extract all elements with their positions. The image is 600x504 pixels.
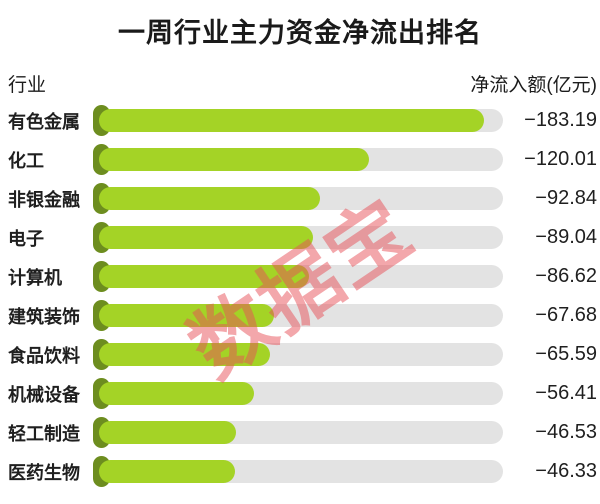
row-category-label: 轻工制造 [8, 423, 80, 444]
bar-track [93, 339, 503, 370]
row-category-label: 医药生物 [8, 462, 80, 483]
bar [99, 304, 274, 327]
bar [99, 460, 235, 483]
row-value: −120.01 [524, 148, 597, 170]
bar [99, 148, 369, 171]
bar-track [93, 261, 503, 292]
row-category-label: 有色金属 [8, 111, 80, 132]
row-value: −86.62 [535, 265, 597, 287]
column-headers: 行业 净流入额(亿元) [0, 71, 600, 96]
chart-row: 非银金融 −92.84 [0, 179, 600, 218]
bar [99, 382, 254, 405]
row-category-label: 食品饮料 [8, 345, 80, 366]
row-category-label: 机械设备 [8, 384, 80, 405]
bar-rows-container: 有色金属 −183.19 化工 −120.01 非银金融 −92.84 电子 −89.04 计算… [0, 101, 600, 491]
chart-row: 建筑装饰 −67.68 [0, 296, 600, 335]
row-value: −92.84 [535, 187, 597, 209]
row-value: −183.19 [524, 109, 597, 131]
row-category-label: 非银金融 [8, 189, 80, 210]
row-value: −89.04 [535, 226, 597, 248]
bar-track [93, 417, 503, 448]
row-value: −56.41 [535, 382, 597, 404]
row-value: −46.53 [535, 421, 597, 443]
row-value: −65.59 [535, 343, 597, 365]
bar-track [93, 183, 503, 214]
chart-row: 有色金属 −183.19 [0, 101, 600, 140]
row-category-label: 建筑装饰 [8, 306, 80, 327]
bar [99, 265, 309, 288]
bar [99, 187, 320, 210]
chart-row: 化工 −120.01 [0, 140, 600, 179]
row-category-label: 计算机 [8, 267, 62, 288]
bar-track [93, 144, 503, 175]
bar [99, 109, 484, 132]
chart-title: 一周行业主力资金净流出排名 [118, 18, 482, 48]
bar-track [93, 222, 503, 253]
row-value: −46.33 [535, 460, 597, 482]
chart-row: 医药生物 −46.33 [0, 452, 600, 491]
bar-track [93, 300, 503, 331]
value-column-header: 净流入额(亿元) [470, 74, 597, 96]
row-value: −67.68 [535, 304, 597, 326]
chart-row: 食品饮料 −65.59 [0, 335, 600, 374]
bar [99, 343, 270, 366]
bar-track [93, 456, 503, 487]
chart-row: 计算机 −86.62 [0, 257, 600, 296]
bar-track [93, 105, 503, 136]
chart-row: 机械设备 −56.41 [0, 374, 600, 413]
chart-row: 电子 −89.04 [0, 218, 600, 257]
bar [99, 421, 236, 444]
bar-track [93, 378, 503, 409]
row-category-label: 化工 [8, 150, 44, 171]
bar [99, 226, 313, 249]
chart-row: 轻工制造 −46.53 [0, 413, 600, 452]
row-category-label: 电子 [8, 228, 44, 249]
category-column-header: 行业 [8, 74, 47, 96]
